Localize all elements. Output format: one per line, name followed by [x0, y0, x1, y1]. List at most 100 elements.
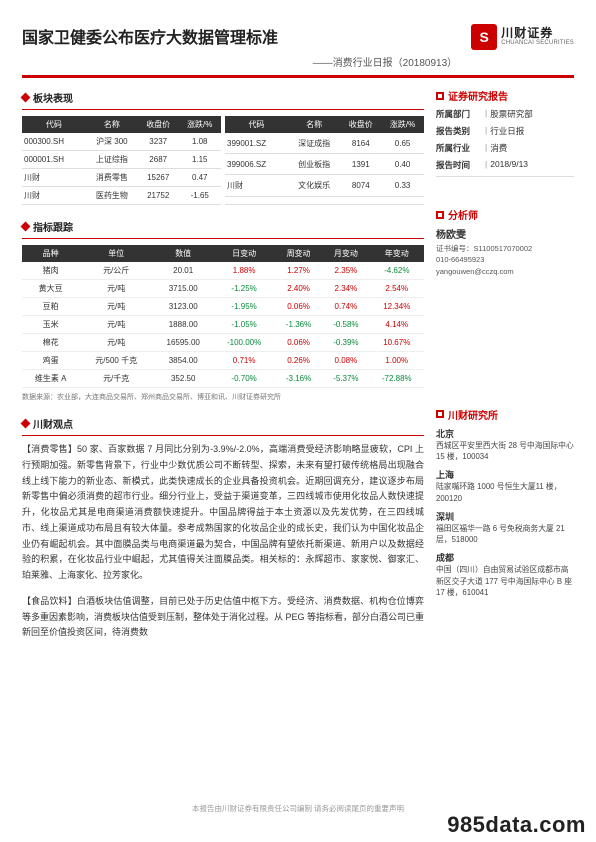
col-header: 收盘价	[340, 116, 381, 133]
table-cell: 猪肉	[22, 262, 79, 280]
table-cell: 消费零售	[86, 169, 138, 187]
table-cell: 鸡蛋	[22, 352, 79, 370]
office-addr: 中国（四川）自由贸易试验区成都市高新区交子大道 177 号中海国际中心 B 座 …	[436, 564, 574, 599]
table-cell: 3715.00	[153, 280, 213, 298]
table-cell: 0.26%	[275, 352, 322, 370]
section-opinion: 川财观点	[22, 416, 424, 431]
info-sep: |	[485, 125, 487, 137]
table-cell: -1.36%	[275, 316, 322, 334]
table-cell: 豆粕	[22, 298, 79, 316]
table-cell: 川财	[225, 175, 288, 196]
col-header: 涨跌/%	[178, 116, 221, 133]
col-header: 名称	[288, 116, 340, 133]
page-title: 国家卫健委公布医疗大数据管理标准	[22, 24, 463, 48]
diamond-icon	[21, 93, 31, 103]
table-cell: 黄大豆	[22, 280, 79, 298]
table-cell: 16595.00	[153, 334, 213, 352]
table-cell: 1.15	[178, 151, 221, 169]
table-cell: 沪深 300	[86, 133, 138, 151]
right-report-label: 证券研究报告	[448, 88, 508, 103]
col-header: 数值	[153, 245, 213, 262]
table-row: 维生素 A元/千克352.50-0.70%-3.16%-5.37%-72.88%	[22, 370, 424, 388]
table-cell: 3123.00	[153, 298, 213, 316]
table-row: 川财文化娱乐80740.33	[225, 175, 424, 196]
table-cell: 1.00%	[370, 352, 424, 370]
table-cell: 元/吨	[79, 316, 153, 334]
header-divider	[22, 75, 574, 78]
section-label: 板块表现	[33, 90, 73, 105]
diamond-icon	[21, 222, 31, 232]
table-cell: -1.25%	[213, 280, 275, 298]
info-label: 报告时间	[436, 159, 482, 171]
table-cell: 12.34%	[370, 298, 424, 316]
info-label: 报告类别	[436, 125, 482, 137]
table-cell: 399006.SZ	[225, 154, 288, 175]
table-row: 399006.SZ创业板指13910.40	[225, 154, 424, 175]
office-addr: 福田区福华一路 6 号免税商务大厦 21 层，518000	[436, 523, 574, 546]
table-cell: 20.01	[153, 262, 213, 280]
table-cell: 玉米	[22, 316, 79, 334]
info-sep: |	[485, 159, 487, 171]
logo: S 川财证券 CHUANCAI SECURITIES	[471, 24, 574, 50]
office-city: 北京	[436, 427, 574, 440]
table-cell: 元/千克	[79, 370, 153, 388]
table-cell: -0.70%	[213, 370, 275, 388]
analyst-cert: 证书编号：S1100517070002	[436, 243, 574, 254]
kpi-table: 品种单位数值日变动周变动月变动年变动 猪肉元/公斤20.011.88%1.27%…	[22, 245, 424, 388]
table-cell: 10.67%	[370, 334, 424, 352]
analyst-name: 杨欧雯	[436, 226, 574, 241]
table-cell: 000001.SH	[22, 151, 86, 169]
table-row: 000300.SH沪深 30032371.08	[22, 133, 221, 151]
table-cell: 文化娱乐	[288, 175, 340, 196]
table-row: 豆粕元/吨3123.00-1.95%0.06%0.74%12.34%	[22, 298, 424, 316]
info-label: 所属行业	[436, 142, 482, 154]
table-cell	[340, 196, 381, 204]
watermark: 985data.com	[447, 812, 586, 838]
right-column: 证券研究报告 所属部门|股票研究部报告类别|行业日报所属行业|消费报告时间|20…	[436, 84, 574, 651]
table-cell: 0.06%	[275, 298, 322, 316]
table-cell: 1888.00	[153, 316, 213, 334]
table-cell: 4.14%	[370, 316, 424, 334]
info-value: 2018/9/13	[490, 159, 528, 171]
office-city: 成都	[436, 551, 574, 564]
info-row: 报告类别|行业日报	[436, 125, 574, 137]
table-cell: 2.34%	[322, 280, 369, 298]
right-report-title: 证券研究报告	[436, 88, 574, 103]
table-cell	[288, 196, 340, 204]
right-analyst-title: 分析师	[436, 207, 574, 222]
col-header: 涨跌/%	[381, 116, 424, 133]
col-header: 单位	[79, 245, 153, 262]
divider	[436, 176, 574, 177]
table-cell: -3.16%	[275, 370, 322, 388]
col-header: 日变动	[213, 245, 275, 262]
section-label: 指标跟踪	[33, 219, 73, 234]
table-cell: 元/500 千克	[79, 352, 153, 370]
col-header: 代码	[225, 116, 288, 133]
section-kpi: 指标跟踪	[22, 219, 424, 234]
col-header: 年变动	[370, 245, 424, 262]
table-cell: 2687	[138, 151, 179, 169]
info-value: 行业日报	[490, 125, 524, 137]
office-addr: 西城区平安里西大街 28 号中海国际中心 15 楼，100034	[436, 440, 574, 463]
table-cell: -0.58%	[322, 316, 369, 334]
header: 国家卫健委公布医疗大数据管理标准 ——消费行业日报（20180913） S 川财…	[22, 24, 574, 69]
right-analyst-label: 分析师	[448, 207, 478, 222]
section-underline	[22, 109, 424, 110]
table-cell: 元/吨	[79, 334, 153, 352]
table-cell: 0.08%	[322, 352, 369, 370]
table-cell: 8164	[340, 133, 381, 154]
table-cell: 399001.SZ	[225, 133, 288, 154]
table-cell: 维生素 A	[22, 370, 79, 388]
info-row: 所属部门|股票研究部	[436, 108, 574, 120]
sector-table-wrap: 代码名称收盘价涨跌/% 000300.SH沪深 30032371.0800000…	[22, 116, 424, 205]
table-cell: 川财	[22, 187, 86, 205]
square-icon	[436, 92, 444, 100]
table-cell: -1.65	[178, 187, 221, 205]
table-cell: 0.33	[381, 175, 424, 196]
info-rows: 所属部门|股票研究部报告类别|行业日报所属行业|消费报告时间|2018/9/13	[436, 108, 574, 171]
info-sep: |	[485, 142, 487, 154]
table-cell: 元/公斤	[79, 262, 153, 280]
section-label: 川财观点	[33, 416, 73, 431]
info-row: 所属行业|消费	[436, 142, 574, 154]
table-cell: 0.06%	[275, 334, 322, 352]
